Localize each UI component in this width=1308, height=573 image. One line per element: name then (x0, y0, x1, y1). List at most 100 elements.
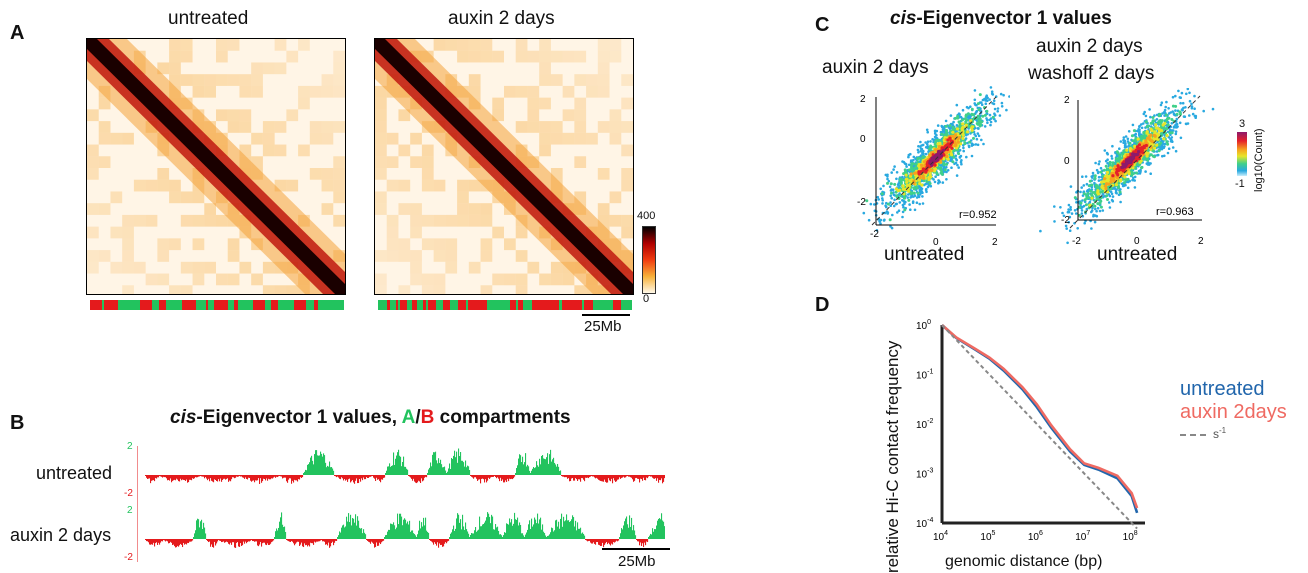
scatter-point (882, 184, 885, 188)
eigen-a-bar (486, 517, 488, 539)
scatter-point (1126, 180, 1130, 184)
eigen-b-bar (329, 539, 331, 548)
scatter1-xtick: 0 (933, 237, 939, 245)
scatter-point (1179, 101, 1182, 105)
eigen-b-bar (489, 475, 491, 479)
eigen-b-bar (226, 475, 228, 479)
hic-map-auxin (374, 38, 634, 295)
eigen-b-bar (585, 475, 587, 478)
hic-block (262, 121, 275, 133)
eigen-b-bar (300, 539, 302, 545)
scatter-point (909, 208, 912, 211)
scatter-point (1163, 154, 1166, 158)
compartment-b-segment (400, 300, 407, 310)
eigen-a-bar (347, 521, 349, 539)
eigen-b-bar (495, 475, 497, 478)
hic-block (550, 168, 563, 180)
eigen-b-bar (183, 475, 185, 480)
eigen-b-bar (255, 539, 257, 542)
eigen-a-bar (533, 524, 535, 539)
eigen-b-bar (169, 539, 171, 544)
eigen-b-bar (214, 539, 216, 542)
compartment-b-segment (460, 300, 466, 310)
eigen-b-bar (278, 475, 280, 477)
scatter-point (976, 143, 980, 147)
eigen-b-bar (384, 475, 386, 478)
scatter-point (892, 168, 895, 171)
eigen-b-bar (374, 539, 376, 548)
hic-block (333, 62, 345, 75)
eigen-b-bar (206, 539, 208, 540)
hic-block (262, 62, 275, 75)
eigen-a-bar (455, 528, 457, 539)
eigen-b-bar (259, 539, 261, 545)
eigen-a-bar (622, 529, 624, 539)
eigen-b-bar (602, 539, 604, 543)
scatter1-xtick: -2 (870, 229, 879, 240)
scatter-point (913, 208, 917, 212)
scatter-point (901, 215, 904, 219)
scatter-point (1157, 149, 1161, 153)
hic-block (515, 50, 528, 63)
scatter-point (1109, 187, 1113, 191)
scatter-point (921, 167, 926, 171)
eigen-b-bar (627, 475, 629, 476)
eigen-a-bar (353, 518, 355, 539)
eigen-b-bar (583, 475, 585, 480)
eigen-a-bar (521, 462, 523, 475)
eigen-b-bar (342, 475, 344, 479)
eigen-b-bar (364, 475, 366, 480)
scatter1-r-value: r=0.952 (959, 209, 997, 221)
hic-block (410, 226, 422, 239)
eigen-b-bar (193, 475, 195, 479)
hic-block (333, 85, 345, 98)
scatter-point (928, 173, 932, 177)
eigen-a-bar (473, 533, 475, 539)
scatter-point (1167, 112, 1171, 115)
eigen-b-bar (315, 539, 317, 543)
scatter-point (1091, 191, 1095, 194)
eigen-a-bar (453, 455, 455, 475)
eigen-b-bar (277, 475, 279, 478)
scatter-point (946, 157, 950, 161)
panel-b-title-b: B (420, 407, 435, 428)
scatter-point (956, 140, 960, 144)
scatter-point (921, 202, 925, 205)
scatter-point (926, 140, 930, 143)
eigen-a-bar (452, 459, 454, 475)
eigen-b-bar (481, 475, 483, 479)
hic-block (298, 144, 310, 157)
eigen-b-bar (567, 475, 569, 479)
hic-block (87, 261, 99, 274)
eigen-b-bar (596, 539, 598, 542)
scatter-point (907, 193, 910, 196)
eigen-b-bar (368, 539, 370, 542)
scatter-point (1082, 184, 1086, 187)
scatter-point (934, 148, 938, 152)
scatter-point (925, 162, 929, 166)
hic-block (192, 273, 205, 286)
eigen-b-bar (180, 539, 182, 544)
eigen-b-bar (207, 539, 209, 542)
eigen-b-bar (347, 475, 349, 482)
eigen-b-bar (422, 475, 424, 482)
hic-block (180, 74, 193, 86)
hic-block (597, 214, 610, 227)
eigen-b-bar (419, 475, 421, 482)
scatter-point (1122, 139, 1126, 142)
scatter-point (924, 146, 928, 149)
eigen-b-bar (492, 475, 494, 477)
hic-block (445, 39, 458, 51)
eigen-b-bar (372, 475, 374, 476)
eigen-b-bar (341, 475, 343, 478)
scatter-point (1091, 202, 1095, 206)
scatter-point (1095, 209, 1098, 213)
eigen-a-bar (307, 464, 309, 475)
hic-block (527, 85, 540, 98)
scatter-point (1167, 116, 1171, 120)
scatter-point (928, 153, 932, 157)
eigen-b-bar (192, 475, 194, 479)
eigen-b-bar (580, 475, 582, 482)
scatter-point (945, 162, 949, 166)
scatter1-ytick: 2 (860, 94, 866, 105)
